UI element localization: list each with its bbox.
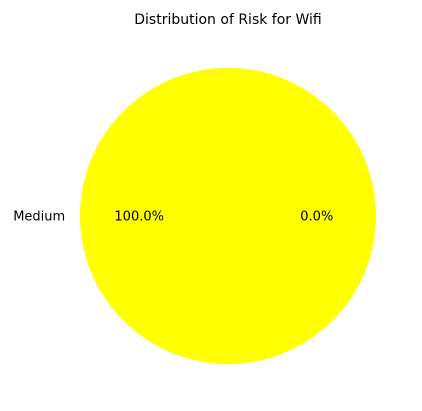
slice-label: Medium: [13, 210, 65, 225]
chart-title: Distribution of Risk for Wifi: [134, 12, 321, 28]
pie-slices: [80, 68, 376, 364]
slice-percent-label: 100.0%: [114, 210, 164, 225]
pie-labels: Medium 100.0% 0.0%: [13, 210, 333, 225]
slice-percent-label: 0.0%: [300, 210, 333, 225]
pie-slice-medium: [80, 68, 376, 364]
